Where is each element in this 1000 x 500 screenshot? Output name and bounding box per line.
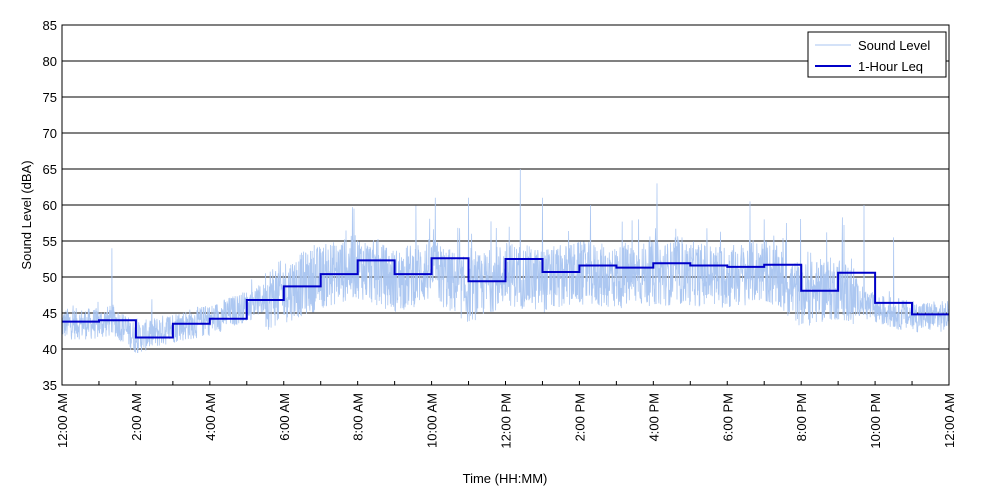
y-axis: 35 40 45 50 55 60 65 70 75 80 85 [43, 18, 66, 393]
y-tick-label: 50 [43, 270, 57, 285]
legend-label-leq: 1-Hour Leq [858, 59, 923, 74]
leq-series [62, 257, 949, 339]
y-tick-label: 35 [43, 378, 57, 393]
leq-step-line [62, 257, 949, 339]
x-tick-label: 10:00 AM [425, 393, 440, 448]
y-tick-label: 65 [43, 162, 57, 177]
y-tick-label: 55 [43, 234, 57, 249]
x-tick-label: 6:00 AM [277, 393, 292, 441]
x-tick-label: 4:00 PM [646, 393, 661, 441]
y-axis-label: Sound Level (dBA) [19, 160, 34, 269]
x-tick-label: 8:00 AM [351, 393, 366, 441]
x-tick-label: 6:00 PM [720, 393, 735, 441]
x-axis-label: Time (HH:MM) [463, 471, 548, 486]
y-tick-label: 60 [43, 198, 57, 213]
x-tick-label: 12:00 AM [942, 393, 957, 448]
x-axis: 12:00 AM 2:00 AM 4:00 AM 6:00 AM 8:00 AM 10:0… [55, 381, 957, 449]
x-tick-label: 2:00 PM [572, 393, 587, 441]
y-tick-label: 45 [43, 306, 57, 321]
y-tick-label: 80 [43, 54, 57, 69]
x-tick-label: 12:00 AM [55, 393, 70, 448]
y-tick-label: 70 [43, 126, 57, 141]
y-tick-label: 85 [43, 18, 57, 33]
legend-label-sound-level: Sound Level [858, 38, 930, 53]
x-tick-label: 10:00 PM [868, 393, 883, 449]
x-tick-label: 12:00 PM [499, 393, 514, 449]
y-tick-label: 75 [43, 90, 57, 105]
x-tick-label: 2:00 AM [129, 393, 144, 441]
y-tick-label: 40 [43, 342, 57, 357]
x-tick-label: 8:00 PM [794, 393, 809, 441]
x-tick-label: 4:00 AM [203, 393, 218, 441]
legend: Sound Level 1-Hour Leq [807, 31, 947, 78]
legend-box [807, 31, 947, 78]
